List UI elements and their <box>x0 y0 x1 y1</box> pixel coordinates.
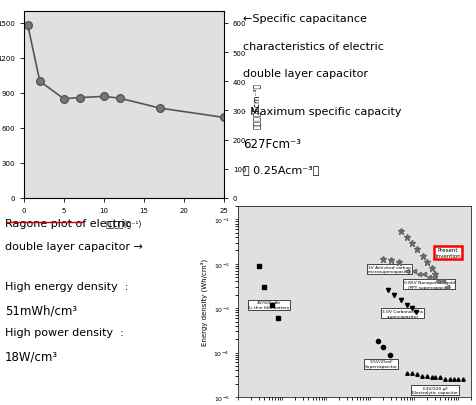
Text: 0.85V Nanoporous gold
/PPY supercapacitor: 0.85V Nanoporous gold /PPY supercapacito… <box>404 280 455 289</box>
Text: characteristics of electric: characteristics of electric <box>243 43 384 52</box>
Text: 18W/cm³: 18W/cm³ <box>5 350 58 362</box>
Text: double layer capacitor →: double layer capacitor → <box>5 241 143 251</box>
Text: （ 0.25Acm⁻³）: （ 0.25Acm⁻³） <box>243 164 319 174</box>
Text: Ragone plot of electric: Ragone plot of electric <box>5 218 131 228</box>
Text: 63V/220 μF
Electrolytic capacitor: 63V/220 μF Electrolytic capacitor <box>412 386 458 394</box>
Text: 627Fcm⁻³: 627Fcm⁻³ <box>243 138 301 151</box>
Text: High power density  :: High power density : <box>5 327 123 337</box>
Text: double layer capacitor: double layer capacitor <box>243 69 367 79</box>
X-axis label: 電流密度(g⁻¹): 電流密度(g⁻¹) <box>106 219 142 228</box>
Text: 3V Activited carbon
microsupercapacitor: 3V Activited carbon microsupercapacitor <box>367 265 412 274</box>
Y-axis label: 比容量（Fcm⁻³）: 比容量（Fcm⁻³） <box>252 82 261 128</box>
Text: 3.0V Carbononions
supercapacitor: 3.0V Carbononions supercapacitor <box>382 309 423 318</box>
Text: 4V/500μAh
Li thin film battery: 4V/500μAh Li thin film battery <box>248 301 289 309</box>
Text: · Maximum specific capacity: · Maximum specific capacity <box>243 107 401 117</box>
Text: Present
Invention: Present Invention <box>436 247 461 258</box>
Text: 51mWh/cm³: 51mWh/cm³ <box>5 304 77 317</box>
Text: ←Specific capacitance: ←Specific capacitance <box>243 14 367 24</box>
Text: High energy density  :: High energy density : <box>5 281 128 291</box>
Y-axis label: Energy density (Wh/cm³): Energy density (Wh/cm³) <box>200 258 208 345</box>
Text: 3.5V/25mF
Supercapacitor: 3.5V/25mF Supercapacitor <box>365 360 397 368</box>
